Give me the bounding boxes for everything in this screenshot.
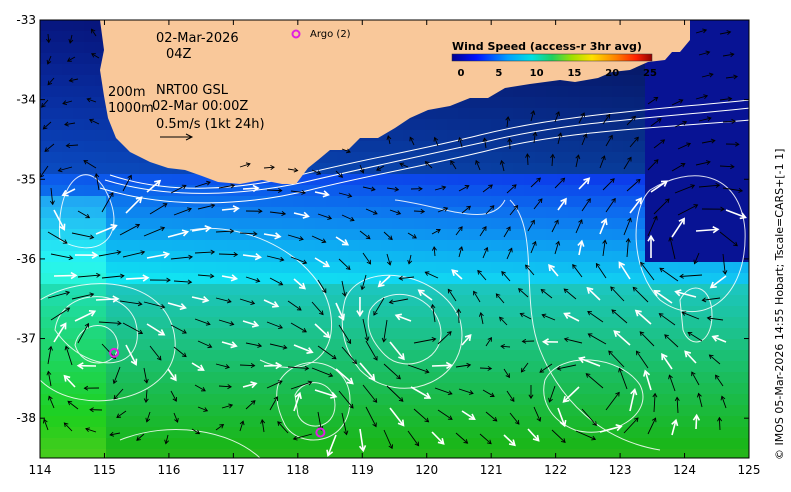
colorbar-tick-label: 25: [643, 68, 657, 79]
product-label: NRT00 GSL: [156, 83, 229, 98]
x-tick-label: 119: [351, 463, 374, 477]
colorbar-tick-label: 20: [605, 68, 619, 79]
x-tick-label: 122: [544, 463, 567, 477]
colorbar-tick-label: 10: [530, 68, 544, 79]
colorbar-tick-label: 15: [567, 68, 581, 79]
x-tick-label: 121: [480, 463, 503, 477]
x-tick-label: 116: [157, 463, 180, 477]
argo-float-icon: [315, 427, 326, 438]
scale-arrow-icon: [160, 133, 194, 141]
depth-bottom-label: 1000m: [108, 101, 154, 116]
x-tick-label: 118: [286, 463, 309, 477]
credit-text: © IMOS 05-Mar-2026 14:55 Hobart; Tscale=…: [773, 148, 786, 460]
shelf-contours: [99, 99, 749, 204]
x-axis-ticks: 114 115 116 117 118 119 120 121 122 123 124 125: [29, 20, 761, 477]
y-tick-label: -33: [16, 13, 36, 27]
argo-float-markers: [109, 347, 326, 438]
argo-legend-label: Argo (2): [310, 29, 351, 40]
y-tick-label: -36: [16, 252, 36, 266]
depth-top-label: 200m: [108, 85, 145, 100]
x-tick-label: 123: [609, 463, 632, 477]
x-tick-label: 120: [415, 463, 438, 477]
x-tick-label: 114: [29, 463, 52, 477]
y-tick-label: -35: [16, 172, 36, 186]
colorbar-ticks: 0 5 10 15 20 25: [458, 68, 657, 79]
colorbar-gradient: [451, 53, 653, 62]
y-tick-label: -34: [16, 93, 36, 107]
colorbar-tick-label: 5: [495, 68, 502, 79]
argo-float-icon: [109, 347, 120, 358]
x-tick-label: 117: [222, 463, 245, 477]
x-tick-label: 124: [673, 463, 696, 477]
current-vectors: [40, 28, 747, 457]
y-axis-ticks: -33 -34 -35 -36 -37 -38: [16, 13, 749, 425]
map-hour: 04Z: [166, 47, 192, 62]
argo-legend-icon: [291, 29, 301, 39]
y-tick-label: -38: [16, 411, 36, 425]
colorbar: Wind Speed (access-r 3hr avg) 0 5 10 15 20 25: [451, 40, 657, 79]
x-tick-label: 115: [93, 463, 116, 477]
plot-frame: [39, 19, 750, 459]
map-date: 02-Mar-2026: [156, 31, 239, 46]
product-time-label: 02-Mar 00:00Z: [152, 99, 248, 114]
x-tick-label: 125: [738, 463, 761, 477]
scale-label: 0.5m/s (1kt 24h): [156, 117, 265, 132]
colorbar-tick-label: 0: [458, 68, 465, 79]
y-tick-label: -37: [16, 332, 36, 346]
colorbar-title: Wind Speed (access-r 3hr avg): [452, 40, 642, 53]
credit-line: © IMOS 05-Mar-2026 14:55 Hobart; Tscale=…: [770, 22, 786, 462]
